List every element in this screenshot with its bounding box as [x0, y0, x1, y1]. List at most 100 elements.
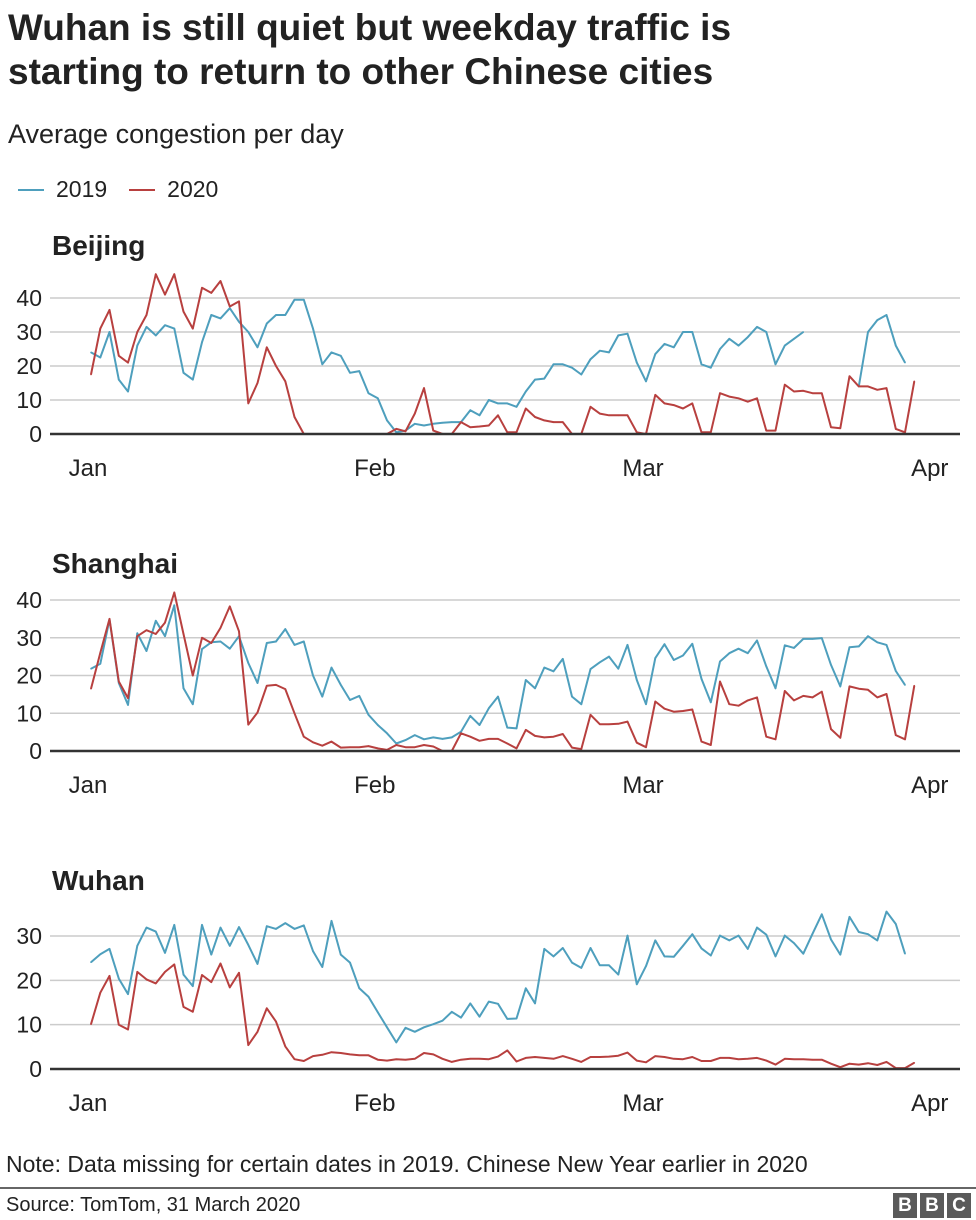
data-point-2019: [469, 409, 472, 412]
panel-title: Beijing: [52, 230, 145, 261]
data-point-2019: [709, 701, 712, 704]
data-point-2020: [746, 699, 749, 702]
data-point-2020: [469, 426, 472, 429]
data-point-2019: [145, 650, 148, 652]
data-point-2019: [413, 423, 416, 425]
data-point-2020: [608, 723, 610, 725]
data-point-2020: [238, 630, 240, 633]
data-point-2019: [756, 639, 758, 642]
data-point-2019: [561, 947, 564, 949]
data-point-2019: [552, 670, 555, 673]
data-point-2019: [561, 658, 564, 660]
data-point-2020: [201, 636, 203, 639]
chart-note: Note: Data missing for certain dates in …: [6, 1151, 808, 1177]
data-point-2019: [709, 954, 712, 957]
data-point-2020: [848, 375, 851, 378]
data-point-2019: [765, 331, 768, 333]
data-point-2020: [617, 723, 620, 725]
data-point-2019: [386, 419, 388, 422]
data-point-2019: [330, 351, 333, 354]
data-point-2019: [672, 956, 675, 958]
data-point-2019: [358, 695, 361, 697]
data-point-2020: [164, 971, 166, 973]
data-point-2019: [275, 640, 277, 643]
data-point-2020: [746, 1058, 749, 1060]
data-point-2020: [136, 331, 139, 333]
data-point-2019: [571, 695, 573, 698]
data-point-2019: [904, 952, 906, 955]
data-point-2020: [210, 981, 213, 983]
data-point-2020: [117, 680, 120, 683]
data-point-2020: [737, 704, 740, 707]
data-point-2019: [663, 955, 666, 958]
data-point-2019: [228, 307, 231, 310]
data-point-2019: [654, 657, 657, 659]
data-point-2020: [228, 986, 231, 989]
data-point-2019: [302, 924, 305, 927]
data-point-2020: [395, 1058, 398, 1061]
data-point-2019: [404, 1026, 407, 1029]
data-point-2019: [469, 715, 472, 717]
data-point-2019: [635, 983, 638, 986]
data-point-2019: [154, 334, 157, 337]
data-point-2019: [783, 644, 786, 647]
data-point-2019: [506, 1018, 509, 1020]
data-point-2020: [460, 732, 462, 735]
data-point-2020: [682, 1058, 684, 1061]
data-point-2020: [413, 412, 416, 415]
data-point-2020: [136, 635, 139, 638]
data-point-2020: [99, 652, 102, 654]
data-point-2019: [802, 638, 805, 640]
data-point-2019: [848, 916, 851, 918]
data-point-2019: [848, 646, 851, 648]
data-point-2019: [395, 742, 398, 745]
data-point-2019: [99, 356, 102, 359]
data-point-2020: [201, 287, 203, 289]
data-point-2019: [173, 604, 176, 607]
data-point-2020: [672, 1058, 675, 1060]
data-point-2019: [904, 684, 906, 686]
data-point-2020: [358, 1054, 361, 1057]
data-point-2019: [876, 319, 879, 321]
data-point-2019: [857, 645, 860, 648]
data-point-2020: [265, 346, 268, 349]
data-point-2020: [487, 424, 490, 427]
data-point-2020: [404, 430, 407, 433]
data-point-2020: [709, 744, 712, 746]
data-point-2019: [117, 977, 120, 980]
data-point-2019: [478, 724, 481, 726]
data-point-2020: [830, 426, 832, 429]
data-point-2019: [312, 950, 314, 952]
legend: 2019 2020: [18, 176, 240, 203]
data-point-2019: [774, 687, 777, 690]
footer-divider: [0, 1187, 976, 1189]
data-point-2020: [746, 400, 749, 403]
x-tick-label: Jan: [69, 1090, 108, 1117]
legend-label-2020: 2020: [167, 176, 219, 202]
data-point-2019: [191, 378, 194, 381]
data-point-2020: [580, 1061, 583, 1063]
data-point-2020: [617, 1054, 620, 1057]
data-point-2020: [783, 690, 786, 692]
data-point-2019: [441, 738, 444, 740]
data-point-2019: [358, 370, 361, 372]
data-point-2020: [820, 1058, 823, 1061]
data-point-2019: [154, 930, 157, 933]
data-point-2020: [561, 421, 564, 423]
data-point-2019: [885, 644, 888, 646]
data-point-2019: [164, 324, 166, 327]
data-point-2019: [626, 332, 629, 335]
data-point-2019: [534, 687, 536, 690]
data-point-2020: [191, 327, 194, 330]
data-point-2019: [663, 643, 666, 645]
data-point-2019: [802, 331, 805, 333]
data-point-2020: [349, 1053, 351, 1056]
data-point-2019: [247, 331, 250, 333]
data-point-2019: [737, 934, 740, 937]
data-point-2020: [173, 963, 176, 966]
data-point-2019: [413, 734, 416, 736]
data-point-2019: [404, 739, 407, 741]
data-point-2020: [302, 735, 305, 738]
data-point-2020: [506, 1049, 509, 1052]
data-point-2019: [201, 924, 203, 926]
